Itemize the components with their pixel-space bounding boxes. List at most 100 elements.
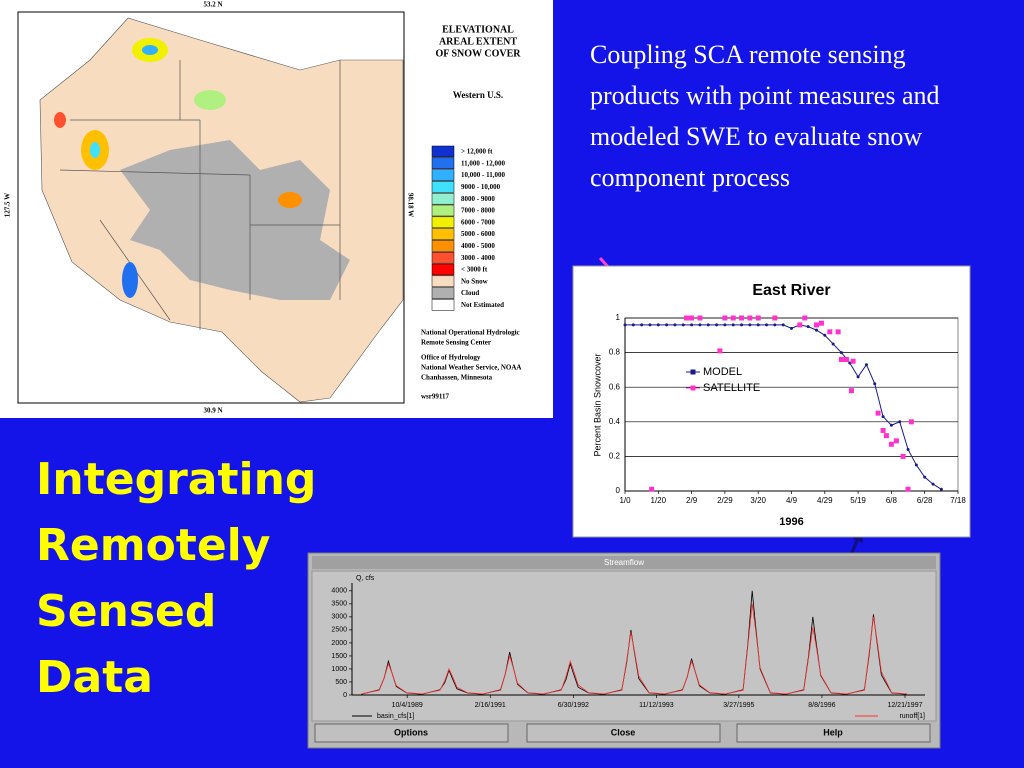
point (914, 463, 918, 467)
map-title: AREAL EXTENT (439, 36, 517, 47)
legend-marker (690, 369, 696, 375)
legend-swatch (431, 204, 455, 217)
map-cloud (120, 140, 350, 300)
y-tick-label: 0.2 (609, 452, 621, 461)
y-tick-label: 0.6 (609, 382, 621, 391)
legend-label: MODEL (703, 366, 742, 378)
legend-label: runoff[1] (899, 713, 925, 720)
y-tick-label: 2500 (331, 627, 347, 634)
lat-label: 53.2 N (203, 1, 222, 9)
legend-label: 6000 - 7000 (461, 218, 495, 226)
point (715, 323, 719, 327)
point (813, 322, 819, 328)
legend-label: 7000 - 8000 (461, 207, 495, 215)
legend-swatch (431, 216, 455, 229)
title-bar (312, 556, 936, 569)
credit-line: Chanhassen, Minnesota (421, 374, 493, 382)
point (864, 363, 868, 367)
point (740, 323, 744, 327)
point (835, 329, 841, 335)
point (730, 315, 736, 321)
x-tick-label: 3/27/1995 (723, 702, 754, 709)
legend-swatch (431, 169, 455, 181)
point (689, 315, 695, 321)
point (856, 375, 860, 379)
legend-label: < 3000 ft (461, 266, 488, 274)
button[interactable] (736, 723, 931, 743)
credit-line: Remote Sensing Center (421, 339, 491, 347)
point (665, 323, 669, 327)
map-title: ELEVATIONAL (442, 24, 514, 35)
legend-label: No Snow (461, 277, 489, 285)
y-tick-label: 0.8 (609, 348, 621, 357)
legend-swatch (431, 181, 455, 193)
point (656, 323, 660, 327)
point (906, 447, 910, 451)
point (839, 351, 843, 355)
map-snow (54, 38, 302, 298)
button-label[interactable]: Help (823, 727, 843, 737)
y-axis-label: Q, cfs (356, 575, 375, 582)
x-tick-label: 4/9 (786, 496, 798, 505)
x-tick-label: 2/29 (717, 496, 733, 505)
point (765, 323, 769, 327)
point (888, 441, 894, 447)
legend-swatch (431, 251, 455, 264)
button[interactable] (314, 723, 509, 743)
legend-swatch (431, 228, 455, 240)
x-tick-label: 6/8 (886, 496, 898, 505)
y-tick-label: 500 (335, 679, 347, 686)
legend-label: SATELLITE (703, 382, 760, 394)
button[interactable] (526, 723, 721, 743)
point (893, 438, 899, 444)
credit-line: National Operational Hydrologic (421, 329, 520, 337)
y-tick-label: 4000 (331, 588, 347, 595)
point (823, 333, 827, 337)
x-tick-label: 7/18 (950, 496, 966, 505)
series-line (361, 603, 907, 695)
point (827, 329, 833, 335)
legend-swatch (431, 287, 455, 299)
point (722, 315, 728, 321)
point (923, 475, 927, 479)
lon-label: 98.18 W (406, 193, 414, 217)
point (931, 482, 935, 486)
point (697, 315, 703, 321)
x-tick-label: 6/28 (917, 496, 933, 505)
point (772, 315, 778, 321)
legend-label: > 12,000 ft (461, 148, 493, 156)
button-label[interactable]: Options (394, 727, 428, 737)
x-tick-label: 1/20 (651, 496, 667, 505)
point (648, 323, 652, 327)
y-tick-label: 1000 (331, 666, 347, 673)
y-tick-label: 0.4 (609, 417, 621, 426)
point (748, 323, 752, 327)
x-tick-label: 6/30/1992 (558, 702, 589, 709)
point (690, 323, 694, 327)
point (873, 382, 877, 386)
button-label[interactable]: Close (611, 727, 636, 737)
heading-line: Sensed (36, 586, 216, 637)
x-axis-label: 1996 (779, 516, 803, 528)
x-tick-label: 12/21/1997 (887, 702, 922, 709)
heading-line: Data (36, 652, 153, 703)
legend-label: 8000 - 9000 (461, 195, 495, 203)
point (640, 323, 644, 327)
legend-swatch (431, 299, 455, 311)
legend-label: basin_cfs[1] (377, 713, 414, 720)
legend-label: 4000 - 5000 (461, 242, 495, 250)
point (756, 323, 760, 327)
y-tick-label: 0 (343, 692, 347, 699)
credit-line: Office of Hydrology (421, 354, 481, 362)
point (706, 323, 710, 327)
y-tick-label: 0 (616, 486, 621, 495)
y-tick-label: 3000 (331, 614, 347, 621)
credit-line: wsr99117 (421, 393, 450, 401)
point (673, 323, 677, 327)
x-tick-label: 1/0 (619, 496, 631, 505)
point (848, 388, 854, 394)
legend-swatch (431, 263, 455, 276)
point (731, 323, 735, 327)
